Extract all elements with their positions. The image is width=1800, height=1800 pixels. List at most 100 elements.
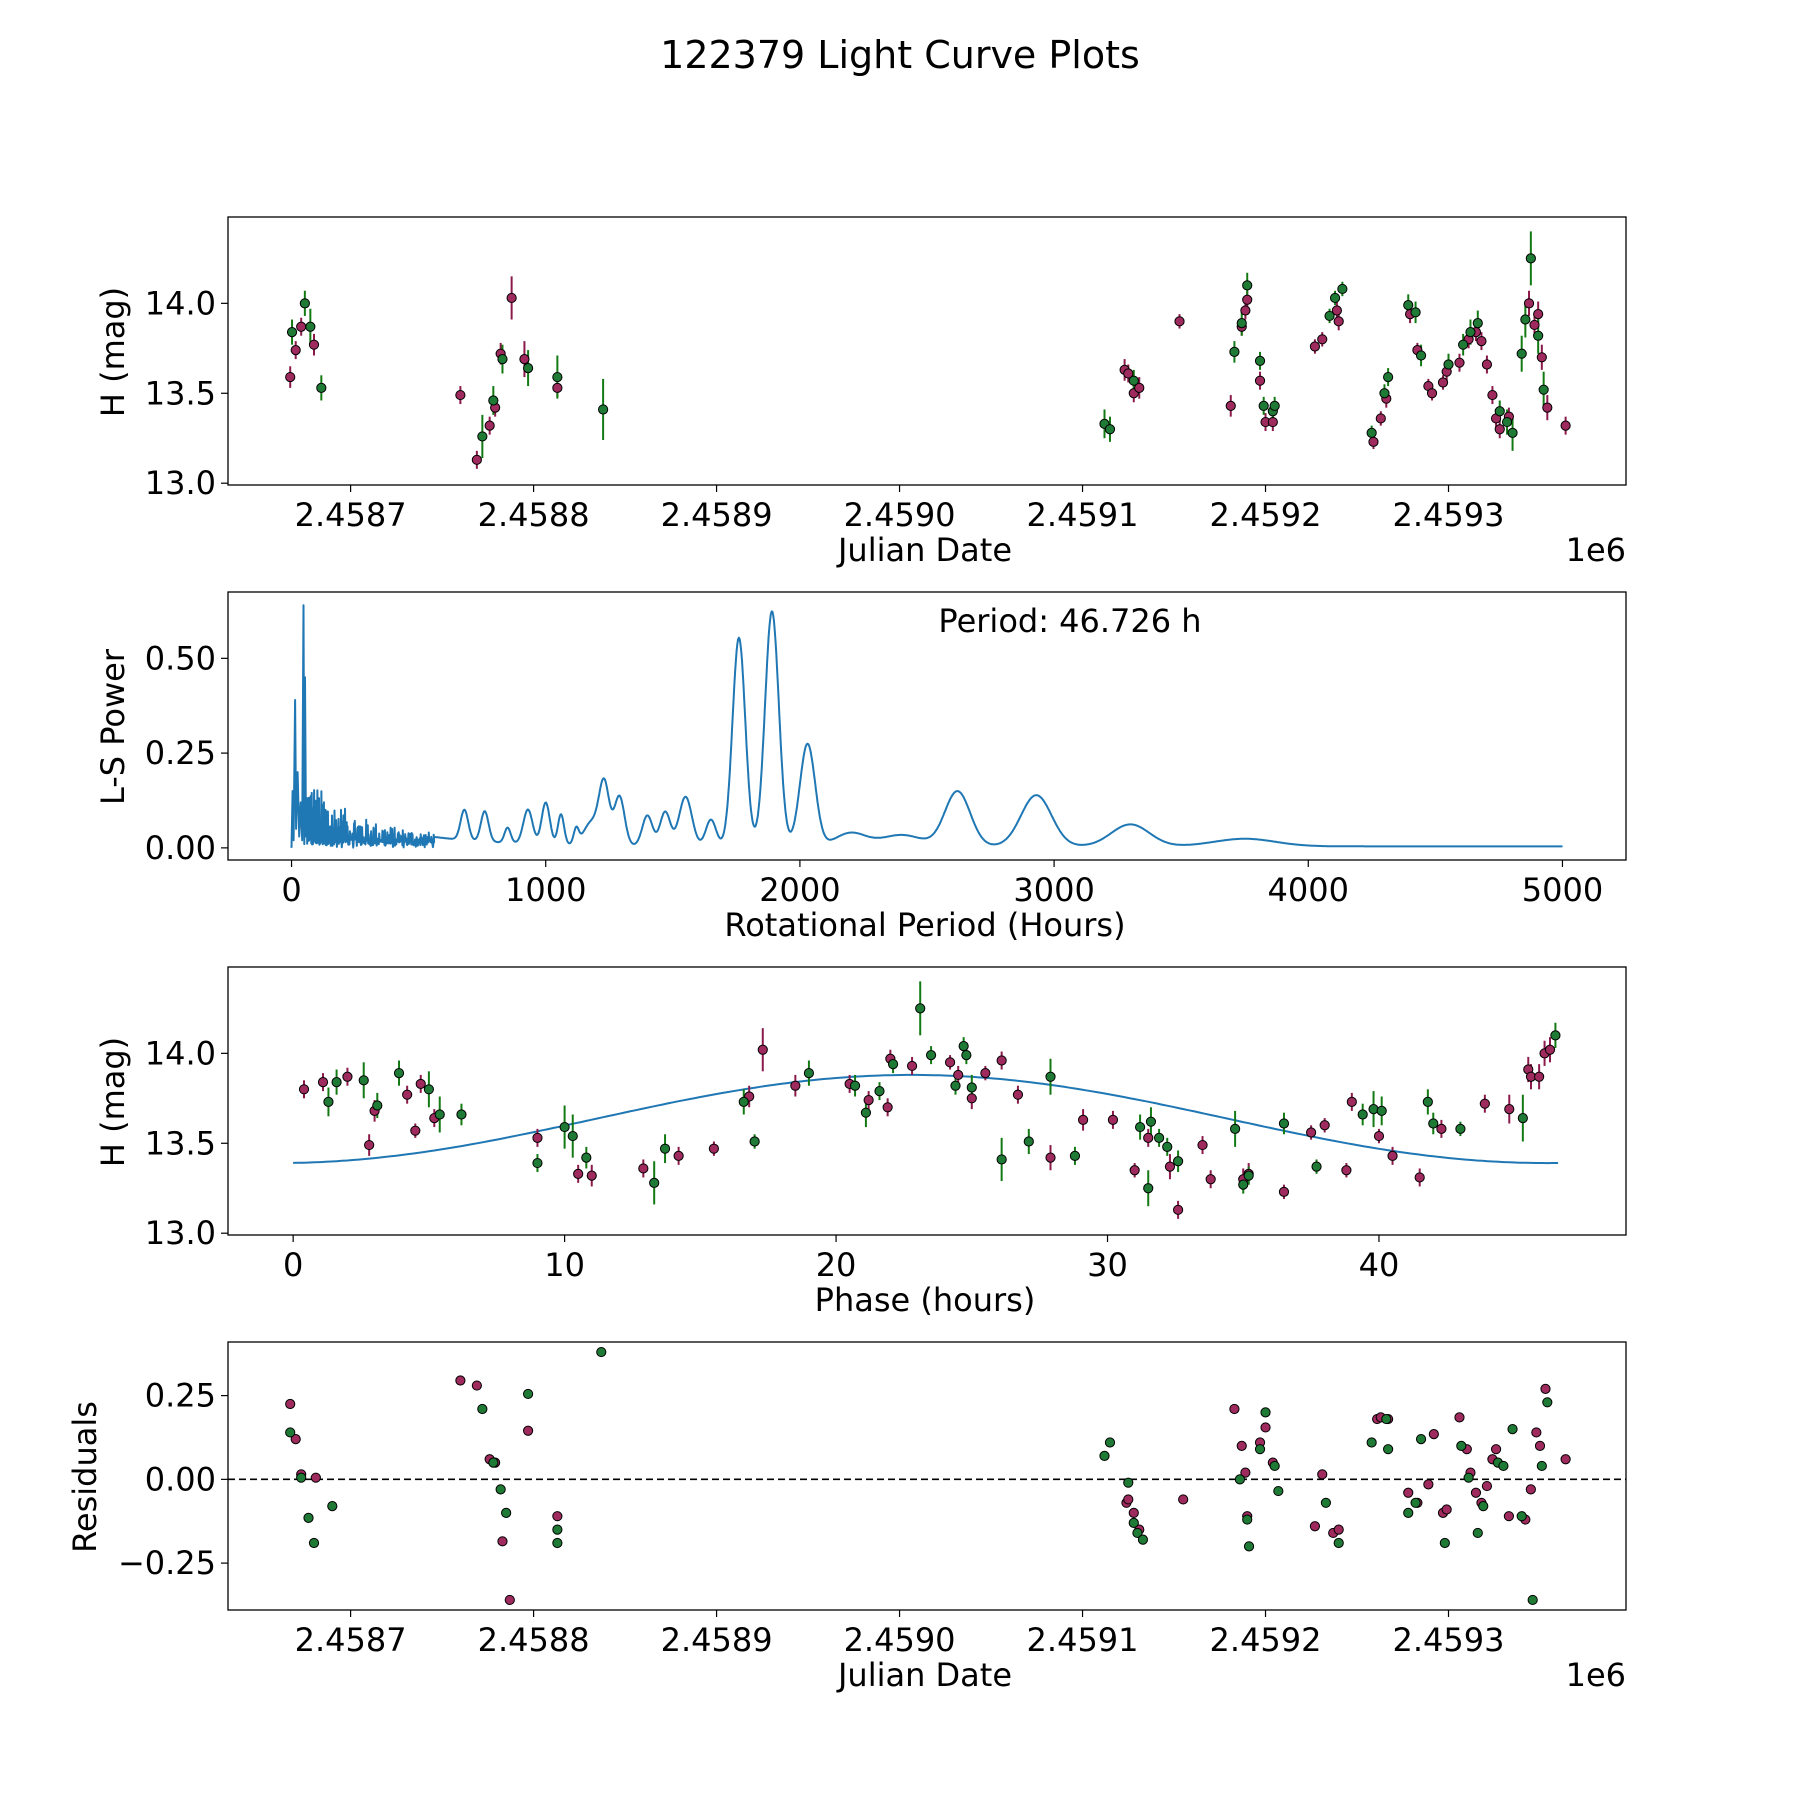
- phase-folded-magenta-point: [1164, 1161, 1176, 1172]
- phase-folded-green-point: [331, 1077, 342, 1088]
- light-curve-magenta-point: [1331, 305, 1342, 316]
- residuals-green-point: [1403, 1507, 1414, 1518]
- figure-title: 122379 Light Curve Plots: [660, 33, 1140, 77]
- light-curve-magenta-point: [1174, 316, 1185, 327]
- light-curve-green-point: [1236, 318, 1247, 329]
- light-curve-panel: 2.4587 2.4588 2.4589 2.4590 2.4591 2.4592 2.45…: [94, 216, 1627, 569]
- phase-folded-magenta-point: [1306, 1127, 1317, 1138]
- phase-folded-magenta-point: [317, 1077, 329, 1088]
- light-curve-magenta-point: [506, 292, 517, 304]
- phase-folded-green-point: [323, 1096, 334, 1107]
- phase-folded-green-point: [1517, 1112, 1528, 1124]
- phase-folded-magenta-point: [573, 1168, 584, 1179]
- residuals-green-point: [1456, 1440, 1467, 1451]
- light-curve-magenta-point: [471, 454, 482, 465]
- phase-folded-magenta-point: [402, 1089, 413, 1100]
- residuals-green-point: [1132, 1527, 1143, 1539]
- residuals-magenta-point: [1540, 1383, 1551, 1395]
- residuals-xtick-label: 2.4592: [1210, 1621, 1322, 1659]
- phase-folded-green-point: [874, 1086, 885, 1097]
- phase-folded-magenta-point: [1534, 1071, 1545, 1082]
- phase-folded-green-point: [1243, 1170, 1254, 1181]
- phase-folded-green-point: [1357, 1109, 1368, 1120]
- light-curve-green-point: [1403, 300, 1414, 311]
- phase-folded-green-point: [950, 1080, 961, 1091]
- phase-folded-magenta-point: [1414, 1172, 1425, 1183]
- light-curve-x-offset: 1e6: [1566, 531, 1626, 569]
- residuals-green-point: [303, 1512, 314, 1523]
- light-curve-magenta-point: [1481, 359, 1493, 370]
- phase-folded-green-point: [1143, 1183, 1154, 1194]
- light-curve-magenta-point: [1487, 389, 1498, 401]
- residuals-green-point: [1242, 1514, 1253, 1525]
- phase-folded-magenta-point: [1077, 1114, 1089, 1125]
- phase-folded-magenta-point: [1436, 1123, 1447, 1134]
- periodogram-ytick-label: 0.25: [145, 734, 216, 772]
- light-curve-xtick-label: 2.4591: [1027, 496, 1139, 534]
- phase-model-curve: [293, 1073, 1559, 1165]
- light-curve-green-point: [1415, 350, 1427, 361]
- light-curve-green-point: [316, 382, 327, 393]
- phase-folded-green-point: [434, 1109, 445, 1120]
- periodogram-xtick-label: 0: [281, 871, 301, 909]
- phase-folded-magenta-point: [944, 1057, 956, 1068]
- residuals-magenta-point: [1229, 1403, 1240, 1415]
- phase-folded-green-point: [749, 1136, 760, 1147]
- residuals-magenta-point: [1403, 1487, 1414, 1498]
- phase-folded-panel: 0 10 20 30 40 13.0 13.5 14.0 Phase (hours) H (m…: [94, 966, 1627, 1319]
- periodogram-ytick-label: 0.50: [145, 639, 216, 677]
- residuals-green-point: [501, 1507, 512, 1518]
- light-curve-green-point: [1258, 400, 1269, 411]
- phase-folded-magenta-point: [586, 1170, 597, 1181]
- light-curve-magenta-point: [1454, 357, 1465, 368]
- periodogram-panel: 0 1000 2000 3000 4000 5000 0.00 0.25 0.50 Rotati…: [94, 591, 1627, 944]
- phase-folded-green-point: [1278, 1118, 1290, 1129]
- residuals-green-point: [1366, 1437, 1377, 1448]
- phase-folded-magenta-point: [757, 1044, 768, 1055]
- light-curve-green-point: [1337, 283, 1348, 295]
- phase-folded-magenta-point: [1504, 1103, 1515, 1115]
- residuals-green-point: [296, 1472, 307, 1483]
- residuals-green-point: [1498, 1460, 1509, 1472]
- light-curve-green-point: [1379, 388, 1390, 399]
- light-curve-green-point: [305, 321, 316, 332]
- light-curve-magenta-point: [1494, 424, 1505, 435]
- phase-folded-frame: [227, 966, 1627, 1236]
- residuals-green-point: [1137, 1534, 1149, 1545]
- light-curve-magenta-point: [455, 389, 466, 401]
- light-curve-magenta-point: [1254, 375, 1266, 386]
- residuals-magenta-point: [1178, 1494, 1189, 1505]
- residuals-xlabel: Julian Date: [836, 1656, 1012, 1694]
- phase-folded-xtick-label: 0: [283, 1246, 303, 1284]
- residuals-x-offset: 1e6: [1566, 1656, 1626, 1694]
- phase-folded-xtick-label: 30: [1087, 1246, 1128, 1284]
- light-curve-green-point: [1465, 327, 1476, 338]
- residuals-magenta-point: [522, 1425, 534, 1436]
- residuals-magenta-point: [290, 1434, 301, 1445]
- residuals-magenta-point: [1525, 1484, 1536, 1495]
- phase-folded-magenta-point: [673, 1150, 684, 1161]
- phase-folded-green-point: [1422, 1096, 1433, 1107]
- phase-folded-green-point: [1134, 1121, 1146, 1133]
- phase-folded-green-point: [961, 1050, 972, 1061]
- residuals-green-point: [1463, 1472, 1474, 1483]
- phase-folded-magenta-point: [1143, 1132, 1154, 1143]
- phase-folded-green-point: [581, 1152, 592, 1163]
- phase-folded-magenta-point: [410, 1125, 421, 1136]
- phase-folded-green-point: [1069, 1150, 1081, 1161]
- light-curve-xtick-label: 2.4592: [1210, 496, 1322, 534]
- phase-folded-green-point: [423, 1084, 434, 1095]
- light-curve-xtick-label: 2.4587: [295, 496, 407, 534]
- light-curve-magenta-point: [308, 339, 320, 350]
- light-curve-green-point: [1458, 339, 1469, 350]
- light-curve-green-point: [1443, 359, 1454, 370]
- phase-folded-green-point: [1145, 1116, 1157, 1127]
- light-curve-green-point: [1128, 375, 1139, 386]
- residuals-xtick-label: 2.4591: [1027, 1621, 1139, 1659]
- phase-folded-magenta-point: [1107, 1114, 1119, 1125]
- phase-folded-magenta-point: [1544, 1044, 1556, 1055]
- light-curve-green-point: [1329, 292, 1341, 304]
- periodogram-xtick-label: 4000: [1268, 871, 1349, 909]
- phase-folded-green-point: [1230, 1123, 1241, 1134]
- light-curve-green-point: [1254, 355, 1266, 366]
